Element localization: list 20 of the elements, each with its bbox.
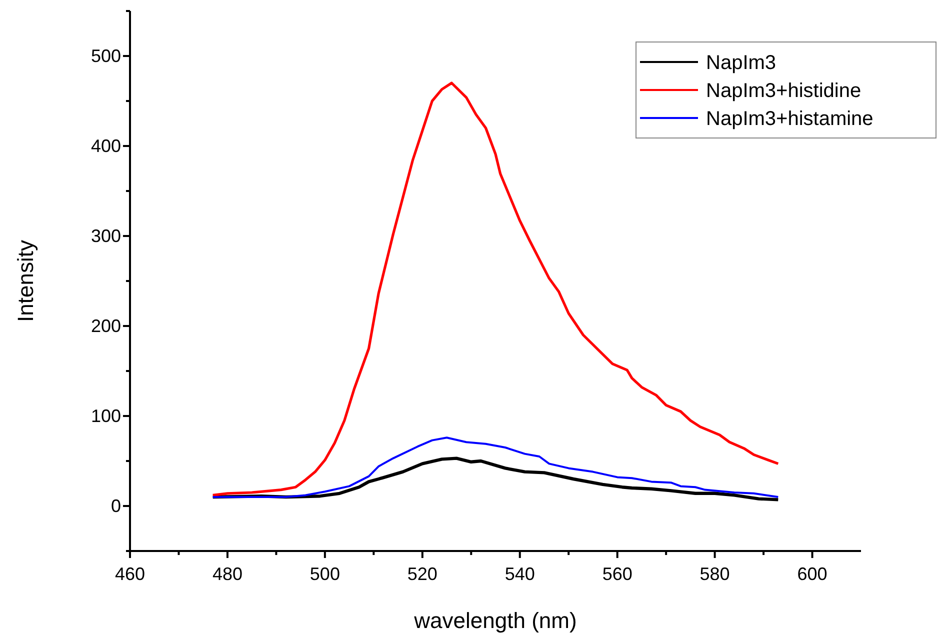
y-tick-label: 500 [90,46,121,66]
x-tick-label: 520 [407,564,438,584]
y-tick-label: 300 [90,226,121,246]
y-tick-label: 0 [110,496,121,516]
x-tick-label: 540 [504,564,535,584]
x-tick-label: 600 [797,564,828,584]
x-tick-label: 560 [602,564,632,584]
y-tick-label: 400 [90,136,121,156]
y-tick-label: 100 [90,406,121,426]
x-tick-label: 500 [310,564,340,584]
y-tick-label: 200 [90,316,121,336]
x-tick-label: 460 [114,564,146,584]
legend-label: NapIm3+histidine [706,80,862,102]
legend-label: NapIm3+histamine [706,108,874,130]
line-series [212,436,780,498]
legend-label: NapIm3 [706,52,776,74]
x-axis-title: wavelength (nm) [413,608,577,633]
x-tick-label: 580 [700,564,730,584]
y-axis-title: Intensity [13,240,38,322]
x-tick-label: 480 [212,564,242,584]
